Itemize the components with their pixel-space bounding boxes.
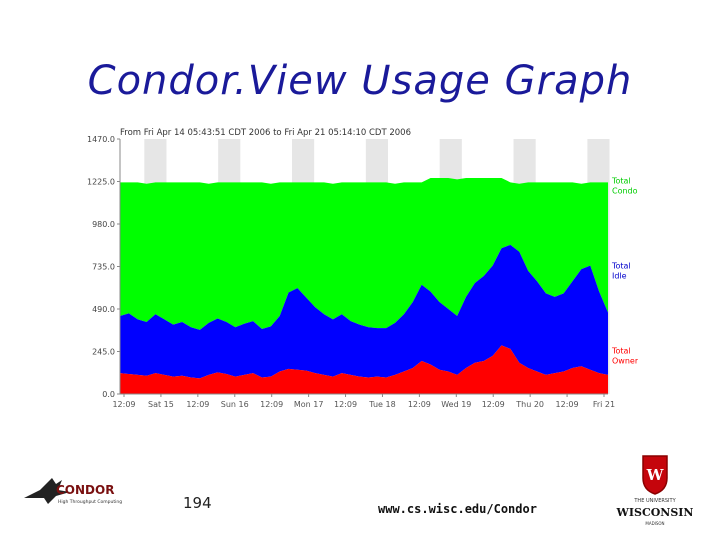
legend-label: Owner <box>612 357 638 366</box>
y-tick-label: 1225.0 <box>87 178 115 187</box>
x-tick-label: 12:09 <box>260 400 283 409</box>
y-tick-label: 735.0 <box>92 263 115 272</box>
y-tick-label: 980.0 <box>92 220 115 229</box>
area-series <box>120 178 608 394</box>
condor-logo-text: CONDOR <box>56 483 114 497</box>
x-tick-label: 12:09 <box>408 400 431 409</box>
x-tick-label: 12:09 <box>556 400 579 409</box>
uw-line1: THE UNIVERSITY <box>633 498 676 504</box>
x-axis: 12:09 Sat 15 12:09 Sun 16 12:09 Mon 17 12:09 Tu… <box>112 393 615 409</box>
uw-line2: WISCONSIN <box>616 506 694 519</box>
legend-label: Total <box>611 262 631 271</box>
slide-title: Condor.View Usage Graph <box>87 58 633 104</box>
legend-label: Condor <box>612 187 638 196</box>
uw-logo: W THE UNIVERSITY WISCONSIN MADISON <box>616 455 694 526</box>
uw-line3: MADISON <box>645 521 664 526</box>
chart-title: From Fri Apr 14 05:43:51 CDT 2006 to Fri… <box>120 128 411 138</box>
condor-logo: CONDOR High Throughput Computing <box>24 478 122 505</box>
condor-logo-tagline: High Throughput Computing <box>58 499 122 505</box>
uw-crest-icon <box>642 455 668 495</box>
series-area-total-condor <box>120 178 608 330</box>
x-tick-label: Tue 18 <box>368 400 395 409</box>
y-tick-label: 490.0 <box>92 305 115 314</box>
condor-bird-icon <box>24 478 70 504</box>
series-area-total-idle <box>120 244 608 379</box>
legend-label: Idle <box>612 272 627 281</box>
x-tick-label: 12:09 <box>112 400 135 409</box>
x-tick-label: Sat 15 <box>148 400 174 409</box>
y-tick-label: 245.0 <box>92 348 115 357</box>
x-tick-label: Fri 21 <box>593 400 615 409</box>
x-tick-label: Mon 17 <box>294 400 324 409</box>
y-tick-label: 0.0 <box>102 390 115 399</box>
legend-label: Total <box>611 347 631 356</box>
y-axis: 0.0 245.0 490.0 735.0 980.0 1225.0 1470.0 <box>87 135 121 399</box>
y-tick-label: 1470.0 <box>87 135 115 144</box>
x-tick-label: Thu 20 <box>515 400 544 409</box>
legend-label: Total <box>611 177 631 186</box>
usage-graph: 0.0 245.0 490.0 735.0 980.0 1225.0 1470.0 12:0… <box>87 128 638 409</box>
x-tick-label: 12:09 <box>334 400 357 409</box>
x-tick-label: 12:09 <box>482 400 505 409</box>
x-tick-label: Wed 19 <box>441 400 471 409</box>
footer-url: www.cs.wisc.edu/Condor <box>378 502 537 516</box>
x-tick-label: 12:09 <box>186 400 209 409</box>
series-area-total-owner <box>120 345 608 394</box>
slide-number: 194 <box>183 494 212 512</box>
svg-text:W: W <box>646 466 665 484</box>
x-tick-label: Sun 16 <box>221 400 249 409</box>
